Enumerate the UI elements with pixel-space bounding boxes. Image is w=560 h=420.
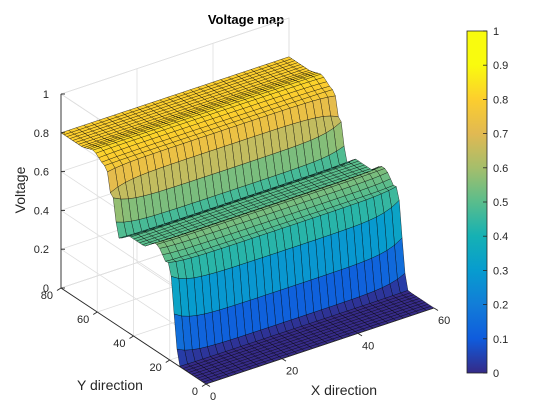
- chart-title: Voltage map: [208, 12, 284, 27]
- x-tick-label: 60: [438, 315, 450, 327]
- z-tick-label: 0.2: [34, 244, 49, 256]
- x-tick: [357, 332, 363, 337]
- colorbar-tick-label: 0.6: [493, 163, 508, 175]
- y-tick: [56, 287, 62, 291]
- z-tick-label: 0.6: [34, 167, 49, 179]
- colorbar-tick-label: 0.5: [493, 197, 508, 209]
- y-tick-label: 20: [150, 362, 162, 374]
- y-tick-label: 0: [192, 386, 198, 398]
- colorbar-tick-label: 0.4: [493, 231, 508, 243]
- y-tick-label: 60: [77, 314, 89, 326]
- colorbar-tick-label: 0: [493, 368, 499, 380]
- x-axis-line: [205, 307, 435, 385]
- y-tick: [165, 359, 170, 363]
- colorbar-tick-label: 1: [493, 26, 499, 38]
- y-tick-label: 40: [113, 338, 125, 350]
- z-tick-label: 0: [43, 283, 49, 295]
- x-tick-label: 20: [286, 366, 298, 378]
- x-axis-label: X direction: [311, 382, 377, 398]
- z-tick-label: 1: [43, 89, 49, 101]
- y-tick: [93, 311, 98, 315]
- x-tick: [433, 307, 439, 311]
- grid-line: [60, 17, 290, 95]
- colorbar-tick-label: 0.1: [493, 334, 508, 346]
- x-tick-label: 40: [362, 340, 374, 352]
- colorbar-tick-label: 0.3: [493, 265, 508, 277]
- colorbar-tick-label: 0.8: [493, 94, 508, 106]
- surface-patch: [60, 130, 72, 135]
- y-tick: [201, 383, 207, 387]
- colorbar-tick-label: 0.7: [493, 129, 508, 141]
- x-tick-label: 0: [210, 391, 216, 403]
- colorbar-tick-label: 0.9: [493, 60, 508, 72]
- y-tick: [129, 335, 134, 339]
- colorbar-tick-label: 0.2: [493, 300, 508, 312]
- voltage-surface: [60, 56, 435, 385]
- x-tick: [205, 383, 211, 387]
- z-axis-label: Voltage: [12, 166, 28, 213]
- y-axis-label: Y direction: [77, 377, 143, 393]
- x-tick: [281, 358, 287, 362]
- colorbar: 0 0.1 0.2 0.3 0.4 0.5 0.6 0.7 0.8 0.9 1: [466, 26, 508, 380]
- z-tick-label: 0.8: [34, 128, 49, 140]
- y-tick-label: 80: [41, 290, 53, 302]
- z-tick-label: 0.4: [34, 205, 49, 217]
